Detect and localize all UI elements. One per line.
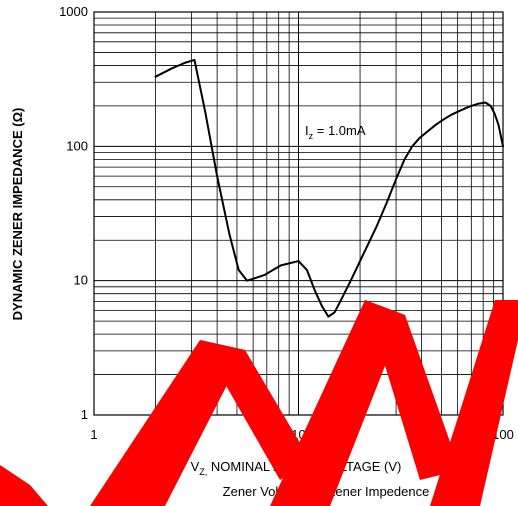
y-axis-label: DYNAMIC ZENER IMPEDANCE (Ω) [10,108,25,321]
watermark-stroke [0,465,48,506]
y-tick-label: 100 [66,138,88,153]
y-tick-label: 10 [74,273,88,288]
watermark [0,300,518,506]
x-tick-label: 1 [90,427,97,442]
annotation-label: Iz = 1.0mA [305,123,366,141]
y-tick-label: 1000 [59,4,88,19]
impedance-curve [156,60,503,317]
y-tick-label: 1 [81,407,88,422]
watermark-stroke [430,300,518,506]
watermark-stroke [365,300,460,480]
grid [94,12,503,415]
